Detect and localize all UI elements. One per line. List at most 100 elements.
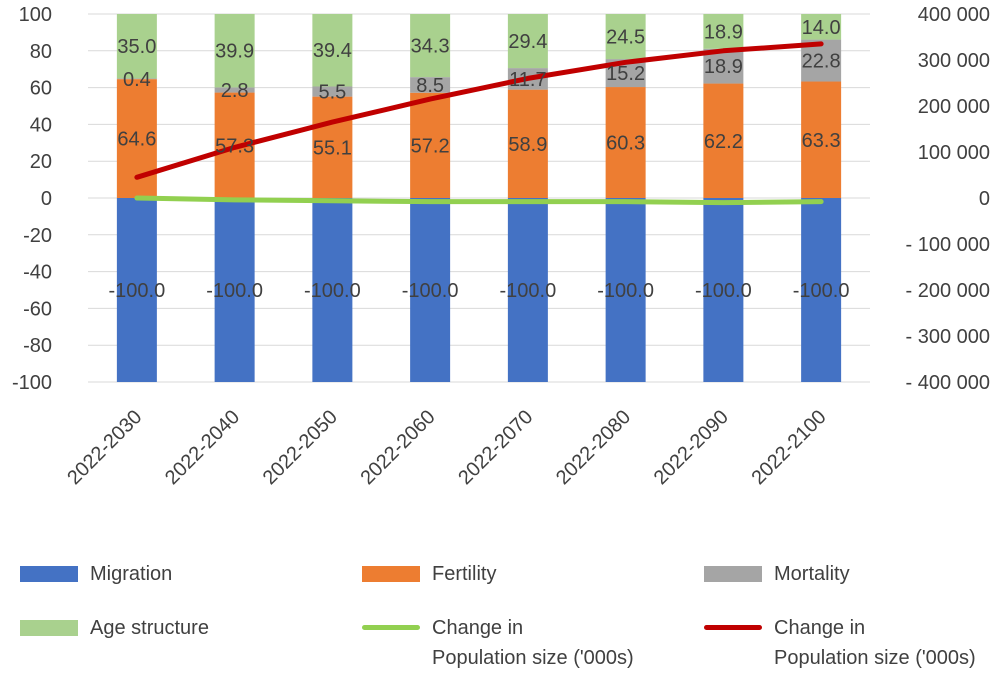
bar-segment xyxy=(312,86,353,97)
legend-item-fertility: Fertility xyxy=(362,559,496,589)
y-axis-right: 400 000 300 000 200 000 100 000 0 - 100 000 - … xyxy=(905,4,990,394)
series-line xyxy=(134,41,824,180)
data-label: 5.5 xyxy=(318,82,346,104)
chart: 100 80 60 40 20 0 -20 -40 -60 -80 -100 400 000 300 … xyxy=(12,4,990,489)
y-tick-label: 40 xyxy=(30,114,52,136)
bar-segment xyxy=(801,14,842,40)
legend-item-age-structure: Age structure xyxy=(20,613,209,643)
bar-segment xyxy=(410,14,451,78)
bar-segment xyxy=(507,14,548,69)
legend-label-population-change-red: Change in Population size ('000s) xyxy=(774,617,976,669)
y-tick-label: 80 xyxy=(30,41,52,63)
bar-segment xyxy=(116,78,157,80)
data-labels: -100.0 64.6 0.4 35.0 -100.0 57.3 2.8 39.9 -100.0… xyxy=(109,17,850,302)
legend-swatch-migration xyxy=(20,566,78,582)
data-label: 62.2 xyxy=(704,131,743,153)
x-tick-label: 2022-2030 xyxy=(63,406,146,489)
bar-segment xyxy=(410,77,451,93)
y-tick-label: -60 xyxy=(23,298,52,320)
data-label: 39.4 xyxy=(313,40,352,62)
y-axis-left: 100 80 60 40 20 0 -20 -40 -60 -80 -100 xyxy=(12,4,52,394)
legend-swatch-age-structure xyxy=(20,620,78,636)
bar-segment xyxy=(116,198,157,382)
y-tick-label: -80 xyxy=(23,335,52,357)
data-label: -100.0 xyxy=(304,280,361,302)
x-tick-label: 2022-2090 xyxy=(650,406,733,489)
bar-segment xyxy=(605,198,646,382)
data-label: 64.6 xyxy=(117,129,156,151)
data-label: 11.7 xyxy=(509,69,546,91)
bar-segment xyxy=(214,87,255,93)
legend-swatch-mortality xyxy=(704,566,762,582)
y2-tick-label: - 300 000 xyxy=(905,326,990,348)
bars xyxy=(116,14,842,382)
data-label: -100.0 xyxy=(109,280,166,302)
data-label: 57.3 xyxy=(215,135,254,157)
data-label: 60.3 xyxy=(606,133,645,155)
legend-item-population-change-red: Change in Population size ('000s) xyxy=(704,613,976,673)
y-tick-label: -100 xyxy=(12,372,52,394)
x-tick-label: 2022-2040 xyxy=(161,406,244,489)
bar-segment xyxy=(214,14,255,88)
legend-swatch-population-change-green xyxy=(362,625,420,630)
x-tick-label: 2022-2050 xyxy=(259,406,342,489)
bar-segment xyxy=(801,81,842,198)
bar-segment xyxy=(312,198,353,382)
data-label: 0.4 xyxy=(123,69,151,91)
legend-label-fertility: Fertility xyxy=(432,563,497,585)
bar-segment xyxy=(410,198,451,382)
data-label: 18.9 xyxy=(704,56,743,78)
data-label: -100.0 xyxy=(206,280,263,302)
lines xyxy=(134,41,824,206)
bar-segment xyxy=(312,14,353,87)
y2-tick-label: 0 xyxy=(979,188,990,210)
legend-item-migration: Migration xyxy=(20,559,172,589)
bar-segment xyxy=(312,96,353,198)
bar-segment xyxy=(703,198,744,382)
data-label: -100.0 xyxy=(597,280,654,302)
bar-segment xyxy=(703,83,744,198)
bar-segment xyxy=(214,198,255,382)
bar-segment xyxy=(507,198,548,382)
data-label: 24.5 xyxy=(606,27,645,49)
legend-swatch-population-change-red xyxy=(704,625,762,630)
data-label: 22.8 xyxy=(802,51,841,73)
legend-label-migration: Migration xyxy=(90,563,173,585)
data-label: 58.9 xyxy=(508,134,547,156)
data-label: 18.9 xyxy=(704,21,743,43)
legend-label-population-change-green: Change in Population size ('000s) xyxy=(432,617,634,669)
y-tick-label: -40 xyxy=(23,262,52,284)
bar-segment xyxy=(703,14,744,49)
y2-tick-label: 100 000 xyxy=(918,142,990,164)
bar-segment xyxy=(605,87,646,198)
x-tick-label: 2022-2060 xyxy=(356,406,439,489)
x-tick-label: 2022-2070 xyxy=(454,406,537,489)
legend-label-mortality: Mortality xyxy=(774,563,850,585)
x-axis: 2022-2030 2022-2040 2022-2050 2022-2060 2022… xyxy=(63,406,830,489)
bar-segment xyxy=(507,89,548,198)
legend: Migration Fertility Mortality Age struct… xyxy=(0,555,1000,674)
y-tick-label: 20 xyxy=(30,151,52,173)
y-tick-label: -20 xyxy=(23,225,52,247)
y2-tick-label: - 400 000 xyxy=(905,372,990,394)
legend-item-population-change-green: Change in Population size ('000s) xyxy=(362,613,634,673)
data-label: 39.9 xyxy=(215,41,254,63)
data-label: 63.3 xyxy=(802,130,841,152)
data-label: -100.0 xyxy=(500,280,557,302)
bar-segment xyxy=(605,14,646,60)
data-label: 35.0 xyxy=(117,36,156,58)
data-label: 15.2 xyxy=(606,63,645,85)
y-tick-label: 60 xyxy=(30,78,52,100)
y-tick-label: 100 xyxy=(19,4,52,26)
legend-label-age-structure: Age structure xyxy=(90,617,209,639)
data-label: 14.0 xyxy=(802,17,841,39)
data-label: 29.4 xyxy=(508,31,547,53)
bar-segment xyxy=(116,14,157,79)
data-label: 8.5 xyxy=(416,75,444,97)
y2-tick-label: 300 000 xyxy=(918,50,990,72)
y-tick-label: 0 xyxy=(41,188,52,210)
y2-tick-label: 400 000 xyxy=(918,4,990,26)
data-label: 2.8 xyxy=(221,80,249,102)
y2-tick-label: - 200 000 xyxy=(905,280,990,302)
data-label: 57.2 xyxy=(411,135,450,157)
